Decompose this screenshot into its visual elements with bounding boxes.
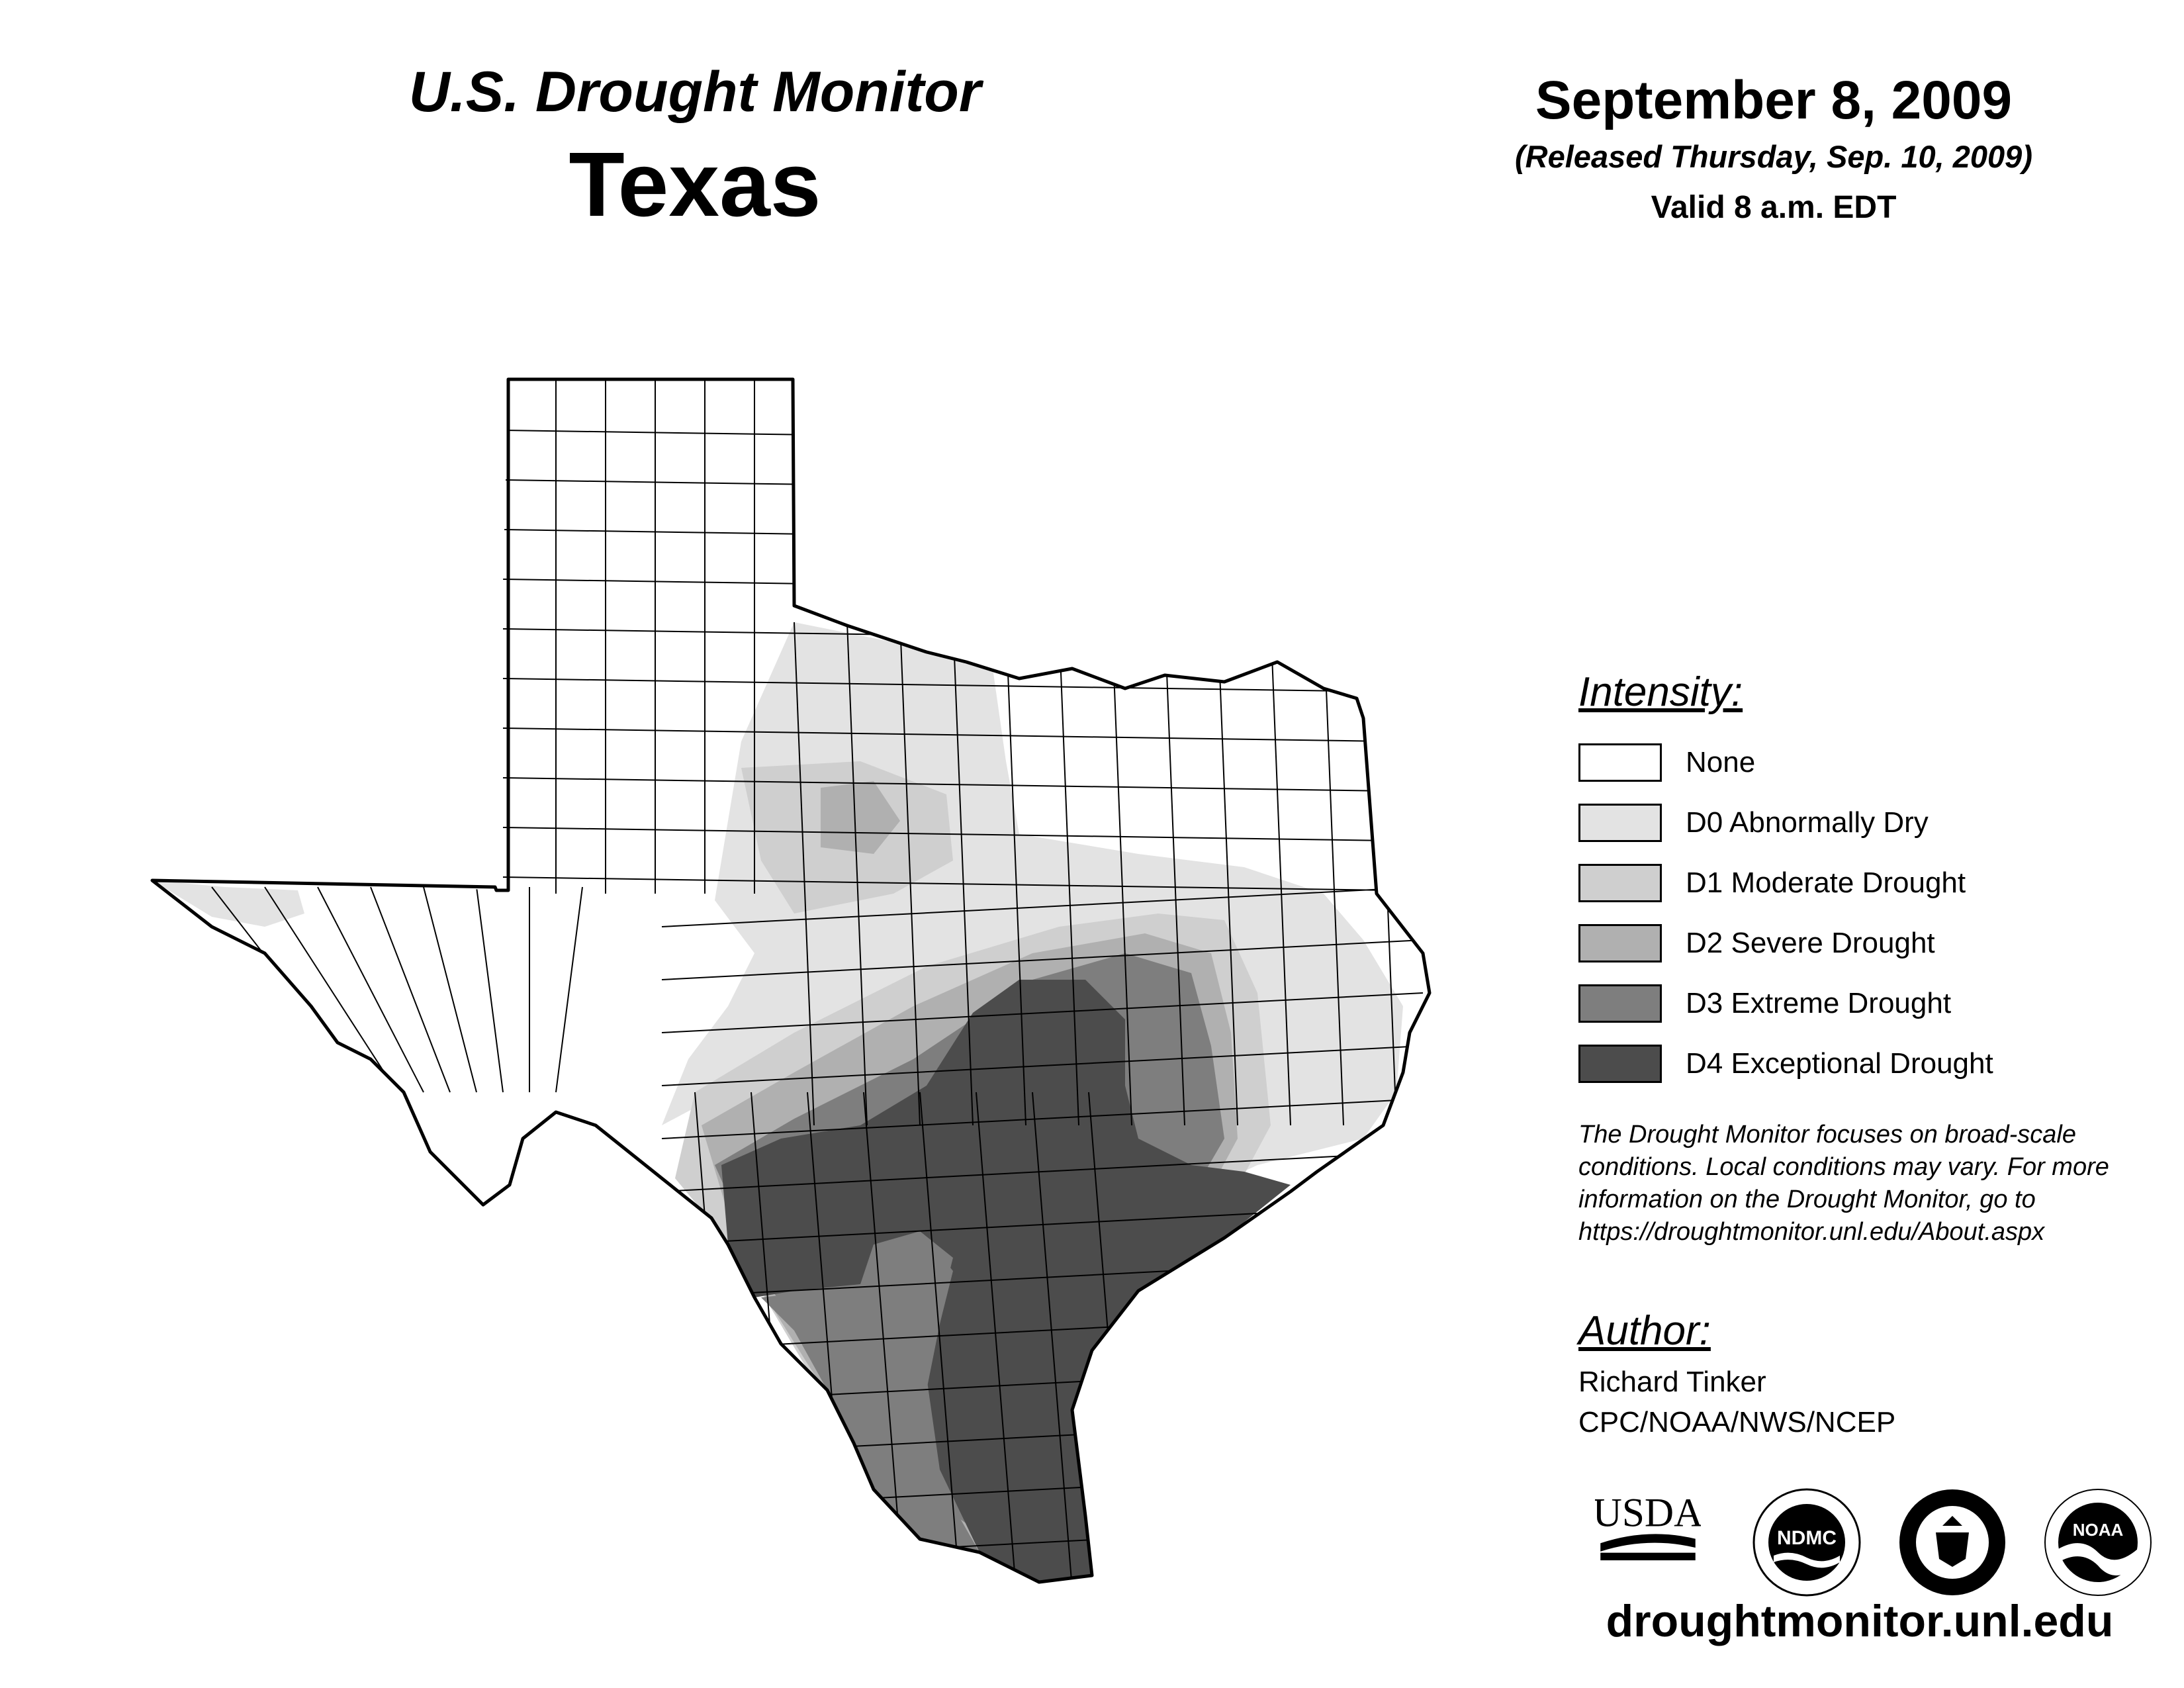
usda-logo-text: USDA [1595,1490,1701,1535]
county-line [1164,622,1185,1126]
legend-swatch [1578,923,1662,962]
noaa-logo-text: NOAA [2073,1520,2124,1540]
d2-area [821,781,900,854]
note-line: conditions. Local conditions may vary. F… [1578,1153,2109,1181]
commerce-seal [1899,1489,2005,1595]
legend-swatch [1578,863,1662,902]
legend: Intensity: None D0 Abnormally Dry D1 Moder… [1578,669,2174,1094]
product-title: U.S. Drought Monitor [408,60,981,124]
county-line [502,678,1390,692]
note-line: information on the Drought Monitor, go t… [1578,1186,2036,1213]
disclaimer-note: The Drought Monitor focuses on broad-sca… [1578,1119,2174,1248]
d3-island [761,1238,979,1552]
valid-time: Valid 8 a.m. EDT [1651,190,1897,225]
county-line [661,886,1424,927]
county-line [1270,622,1291,1126]
county-line [1323,622,1344,1126]
legend-swatch [1578,984,1662,1023]
legend-label: D3 Extreme Drought [1686,986,1952,1019]
county-line [846,622,868,1126]
county-line [919,1092,960,1582]
county-line [661,1151,1424,1192]
legend-item: D3 Extreme Drought [1578,973,2174,1033]
ndmc-logo: NDMC [1752,1488,1861,1597]
noaa-logo: NOAA [2044,1489,2152,1596]
county-line [899,622,921,1126]
legend-label: D4 Exceptional Drought [1686,1047,1993,1080]
county-line [976,1092,1017,1582]
county-line [502,777,1390,792]
county-line [661,1045,1424,1086]
author-name: Richard Tinker [1578,1366,1766,1398]
legend-item: D1 Moderate Drought [1578,853,2174,913]
county-line [1217,622,1238,1126]
county-line [863,1092,904,1582]
county-line [502,827,1390,841]
ndmc-logo-text: NDMC [1777,1527,1837,1549]
county-line [1058,622,1079,1126]
note-url[interactable]: https://droughtmonitor.unl.edu/About.asp… [1578,1218,2045,1246]
county-line [476,886,504,1093]
county-line [1111,622,1132,1126]
county-line [661,1098,1424,1139]
county-line [370,886,451,1093]
county-line [502,727,1390,742]
note-line: The Drought Monitor focuses on broad-sca… [1578,1121,2076,1149]
legend-label: None [1686,745,1756,778]
texas-border [150,377,1432,1584]
county-line [264,886,398,1093]
county-line [1005,622,1026,1126]
legend-item: D2 Severe Drought [1578,913,2174,973]
usda-logo: USDA [1595,1490,1701,1561]
county-line [423,886,477,1093]
legend-label: D2 Severe Drought [1686,926,1935,959]
county-line [661,939,1424,980]
county-line [661,992,1424,1033]
author-title: Author: [1578,1308,1711,1354]
county-line [1032,1092,1073,1582]
county-line [794,622,815,1126]
county-line [502,876,1390,891]
county-line [952,622,974,1126]
release-date: (Released Thursday, Sep. 10, 2009) [1515,139,2032,174]
legend-item: D4 Exceptional Drought [1578,1033,2174,1094]
legend-swatch [1578,743,1662,782]
legend-title: Intensity: [1578,669,1743,715]
d0-area-west [152,880,304,927]
legend-label: D1 Moderate Drought [1686,866,1966,899]
map-date: September 8, 2009 [1535,70,2013,130]
d4-area [721,980,1291,1582]
legend-swatch [1578,1044,1662,1083]
author-org: CPC/NOAA/NWS/NCEP [1578,1406,1896,1438]
state-title: Texas [569,134,821,236]
county-line [555,886,583,1093]
legend-item: D0 Abnormally Dry [1578,792,2174,853]
legend-item: None [1578,732,2174,792]
county-line [317,886,424,1093]
legend-label: D0 Abnormally Dry [1686,806,1929,839]
legend-swatch [1578,803,1662,842]
date-block: September 8, 2009 (Released Thursday, Se… [1443,70,2105,226]
website-link[interactable]: droughtmonitor.unl.edu [1606,1596,2114,1646]
